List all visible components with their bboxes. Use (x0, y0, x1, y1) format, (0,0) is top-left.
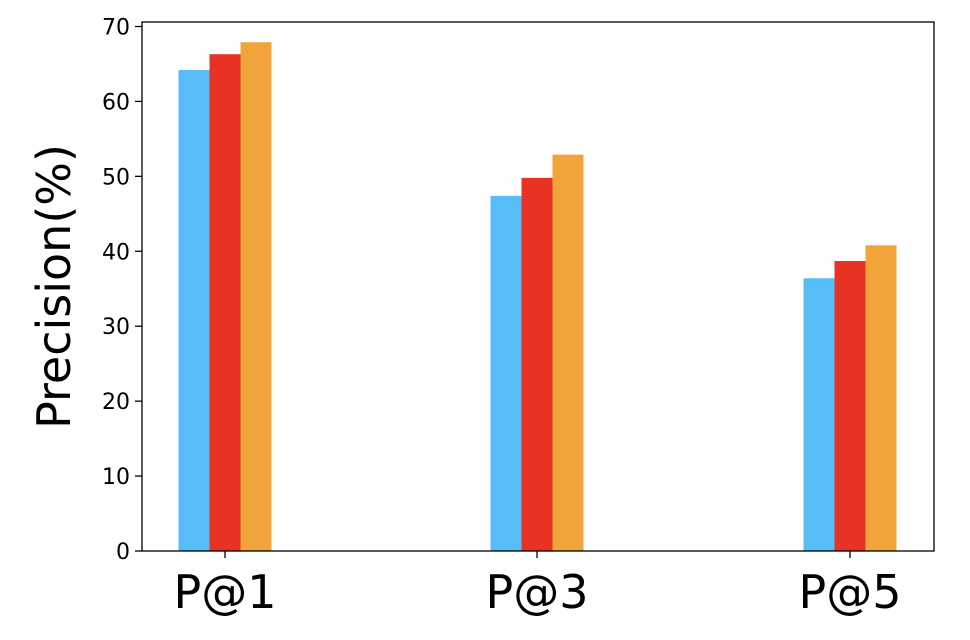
x-tick-label: P@5 (798, 565, 901, 619)
y-axis-label: Precision(%) (27, 144, 81, 429)
bar-series3-P@1 (240, 42, 272, 552)
bar-series1-P@3 (490, 195, 522, 551)
plot-frame (141, 21, 935, 552)
bar-series1-P@5 (803, 278, 835, 551)
bar-series1-P@1 (178, 69, 210, 551)
x-tick-label: P@3 (485, 565, 588, 619)
bars-layer (178, 42, 897, 552)
bar-series2-P@5 (834, 261, 866, 551)
y-tick-label: 30 (102, 315, 130, 340)
y-tick-label: 10 (102, 465, 130, 490)
y-tick-label: 60 (102, 90, 130, 115)
y-axis: 0 10 20 30 40 50 60 70 (102, 15, 142, 565)
x-axis: P@1 P@3 P@5 (173, 551, 902, 619)
x-tick-label: P@1 (173, 565, 276, 619)
y-tick-label: 0 (116, 540, 130, 565)
y-tick-label: 70 (102, 15, 130, 40)
bar-series3-P@3 (552, 154, 584, 552)
bar-series2-P@3 (521, 177, 553, 551)
y-tick-label: 20 (102, 390, 130, 415)
y-tick-label: 50 (102, 165, 130, 190)
bar-series2-P@1 (209, 54, 241, 552)
y-tick-label: 40 (102, 240, 130, 265)
bar-series3-P@5 (865, 245, 897, 552)
